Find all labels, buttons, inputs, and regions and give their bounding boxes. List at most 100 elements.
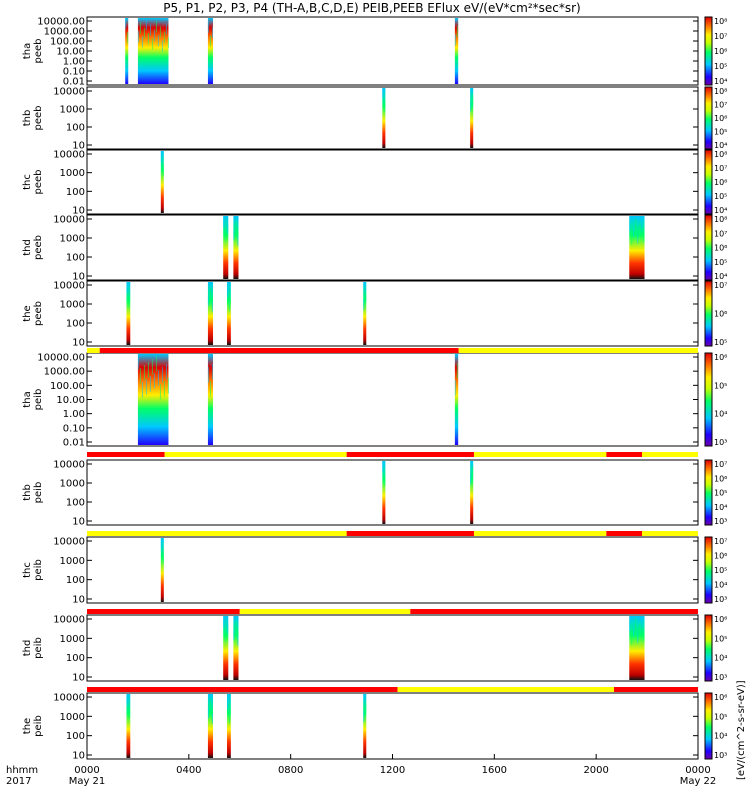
colorbar-tick-label: 10⁴ <box>714 410 727 419</box>
spectrogram-streak <box>141 382 143 398</box>
colorbar-tick-label: 10⁷ <box>714 281 727 290</box>
spectrogram-streak <box>235 621 237 632</box>
y-tick-label: 1000 <box>60 168 85 179</box>
panel-probe-label: tha <box>22 43 33 59</box>
spectrogram-streak <box>363 299 365 311</box>
panel-thb-peeb: thb peeb 10000 1000 100 10 10⁸ 10⁷ 10⁶ 10⁵ 10⁴ <box>22 86 727 152</box>
spectrogram-streak <box>163 381 165 397</box>
spectrogram-streak <box>639 225 641 237</box>
colorbar-tick-label: 10⁵ <box>714 62 727 71</box>
spectrogram-streak <box>470 101 472 112</box>
spectrogram-streak <box>128 708 130 719</box>
colorbar-tick-label: 10⁷ <box>714 460 727 469</box>
spectrogram-streak <box>365 291 367 303</box>
spectrogram-streak <box>159 384 161 400</box>
y-tick-label: 0.10 <box>63 423 85 434</box>
spectrogram-streak <box>147 33 149 45</box>
spectrogram-streak <box>162 552 164 563</box>
spectrogram-streak <box>629 620 631 631</box>
spectrogram-streak <box>233 629 235 640</box>
spectrogram-burst <box>382 88 386 148</box>
spectrogram-burst <box>454 354 459 445</box>
mode-bar <box>87 348 698 353</box>
plot-area <box>87 353 698 446</box>
mode-bar-segment <box>164 452 347 457</box>
spectrogram-burst <box>207 18 214 84</box>
colorbar-tick-label: 10⁷ <box>714 537 727 546</box>
spectrogram-streak <box>382 461 384 472</box>
panel-product-label: peib <box>33 715 44 737</box>
y-tick-label: 10000 <box>53 615 85 626</box>
colorbar-tick-label: 10³ <box>714 751 727 760</box>
spectrogram-streak <box>639 624 641 635</box>
spectrogram-streak <box>454 34 456 46</box>
spectrogram-burst <box>137 354 169 445</box>
colorbar-tick-label: 10⁴ <box>714 141 727 150</box>
spectrogram-burst <box>233 216 239 279</box>
spectrogram-streak <box>163 31 165 43</box>
spectrogram-streak <box>227 222 229 234</box>
spectrogram-streak <box>207 21 209 33</box>
y-tick-label: 1000.00 <box>44 367 85 378</box>
colorbar-tick-label: 10⁵ <box>714 258 727 267</box>
panel-product-label: peib <box>33 637 44 659</box>
spectrogram-streak <box>229 300 231 312</box>
plot-frame <box>86 459 699 526</box>
plot-area <box>87 281 698 346</box>
spectrogram-streak <box>137 354 139 370</box>
mode-bar <box>87 531 698 536</box>
panel-product-label: peeb <box>33 170 44 195</box>
panel-product-label: peeb <box>33 39 44 64</box>
spectrogram-burst <box>126 282 131 345</box>
y-tick-label: 10000 <box>53 460 85 471</box>
colorbar-tick-label: 10⁴ <box>714 206 727 215</box>
panel-the-peeb: the peeb 10000 1000 100 10 10⁷ 10⁶ 10⁵ <box>22 280 727 349</box>
colorbar-tick-label: 10⁷ <box>714 164 727 173</box>
panel-thc-peeb: thc peeb 10000 1000 100 10 10⁸ 10⁷ 10⁶ 10⁵ 10⁴ <box>22 149 727 217</box>
panel-probe-label: thd <box>22 239 33 256</box>
colorbar-tick-label: 10⁴ <box>714 77 727 86</box>
plot-frame <box>86 86 699 150</box>
colorbar <box>704 352 713 447</box>
spectrogram-streak <box>155 21 157 33</box>
colorbar-tick-label: 10⁷ <box>714 229 727 238</box>
x-tick-date-label: May 21 <box>69 776 106 787</box>
colorbar-tick-label: 10⁶ <box>714 693 727 702</box>
spectrogram-streak <box>209 381 211 397</box>
spectrogram-streak <box>149 24 151 36</box>
spectrogram-streak <box>209 35 211 47</box>
y-tick-label: 10 <box>72 338 85 349</box>
y-tick-label: 100.00 <box>50 381 85 392</box>
y-tick-label: 1000 <box>60 634 85 645</box>
plot-area <box>87 693 698 759</box>
panel-product-label: peeb <box>33 301 44 326</box>
spectrogram-streak <box>145 379 147 395</box>
panel-product-label: peeb <box>33 235 44 260</box>
spectrogram-streak <box>635 219 637 230</box>
spectrogram-streak <box>211 26 213 38</box>
colorbar <box>704 86 713 150</box>
y-tick-label: 1.00 <box>63 409 85 420</box>
colorbar-tick-label: 10³ <box>714 673 727 682</box>
spectrogram-streak <box>229 712 231 723</box>
colorbar-tick-label: 10⁵ <box>714 381 727 390</box>
plot-area <box>87 537 698 603</box>
spectrogram-streak <box>141 36 143 48</box>
panel-thd-peib: thd peib 10000 1000 100 10 10⁶ 10⁵ 10⁴ 10³ <box>22 614 727 684</box>
mode-bar-segment <box>87 452 165 457</box>
colorbar-tick-label: 10⁶ <box>714 474 727 483</box>
colorbar-tick-label: 10⁸ <box>714 215 727 224</box>
colorbar-tick-label: 10⁸ <box>714 17 727 26</box>
colorbar-tick-label: 10⁶ <box>714 244 727 253</box>
y-tick-label: 1.00 <box>63 57 85 68</box>
colorbar-tick-label: 10⁷ <box>714 32 727 41</box>
spectrogram-burst <box>223 616 229 680</box>
spectrogram-streak <box>472 466 474 478</box>
y-tick-label: 0.01 <box>63 438 85 449</box>
spectrogram-streak <box>211 301 213 313</box>
x-tick-label: 1600 <box>482 765 507 776</box>
mode-bar-segment <box>606 531 642 536</box>
y-tick-label: 100 <box>66 653 85 664</box>
spectrogram-streak <box>137 31 139 43</box>
y-tick-label: 100 <box>66 731 85 742</box>
